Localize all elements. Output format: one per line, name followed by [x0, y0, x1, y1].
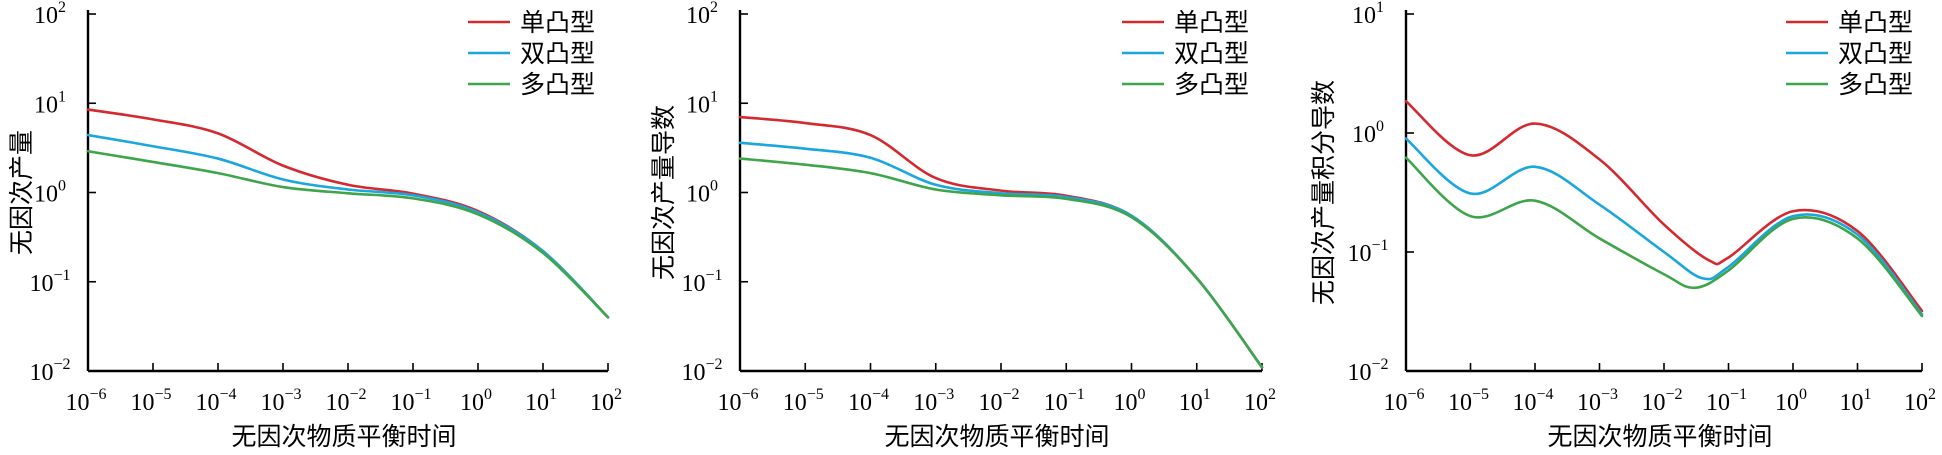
x-tick-label: 10−1: [1706, 386, 1747, 416]
x-axis-label: 无因次物质平衡时间: [884, 422, 1109, 451]
series-line-3: [738, 157, 1264, 369]
x-tick-label: 10−3: [260, 386, 301, 416]
legend-label: 单凸型: [1174, 8, 1249, 37]
series-line-2: [1404, 137, 1924, 316]
series-line-2: [86, 133, 610, 319]
series-line-2: [738, 141, 1264, 369]
x-axis-label: 无因次物质平衡时间: [1547, 422, 1772, 451]
series-line-3: [86, 149, 610, 319]
series-line-1: [738, 115, 1264, 369]
x-tick-label: 10−5: [130, 386, 171, 416]
x-tick-label: 10−5: [1448, 386, 1489, 416]
x-tick-label: 101: [525, 386, 557, 416]
x-tick-label: 10−6: [65, 386, 106, 416]
x-tick-label: 10−6: [717, 386, 758, 416]
series-line-3: [1404, 156, 1924, 318]
y-tick-label: 10−1: [29, 267, 70, 297]
legend-label: 双凸型: [520, 39, 595, 68]
x-tick-label: 10−2: [978, 386, 1019, 416]
y-tick-label: 10−2: [1347, 356, 1388, 386]
x-tick-label: 102: [1904, 386, 1936, 416]
legend-label: 单凸型: [1838, 8, 1913, 37]
y-tick-label: 10−2: [29, 356, 70, 386]
x-tick-label: 102: [1244, 386, 1276, 416]
y-axis-label: 无因次产量: [7, 130, 36, 255]
y-tick-label: 100: [1352, 118, 1384, 148]
y-tick-label: 102: [686, 0, 718, 29]
legend-label: 双凸型: [1838, 39, 1913, 68]
x-tick-label: 10−1: [1044, 386, 1085, 416]
series-line-1: [1404, 99, 1924, 313]
chart-panel-2: 10−6 10−5 10−4 10−3 10−2 10−1 100 101 102 10−2 10−…: [649, 0, 1276, 451]
x-tick-label: 10−4: [848, 386, 889, 416]
x-tick-label: 101: [1840, 386, 1872, 416]
x-tick-label: 10−4: [1512, 386, 1553, 416]
chart-panel-3: 10−6 10−5 10−4 10−3 10−2 10−1 100 101 102 10−2 10−…: [1309, 0, 1936, 451]
y-tick-label: 101: [34, 88, 66, 118]
y-tick-label: 101: [1352, 0, 1384, 29]
x-tick-label: 10−2: [325, 386, 366, 416]
y-axis-label: 无因次产量积分导数: [1309, 80, 1338, 305]
legend-label: 多凸型: [520, 70, 595, 99]
x-tick-label: 10−6: [1383, 386, 1424, 416]
y-tick-label: 10−1: [681, 267, 722, 297]
y-axis-label: 无因次产量导数: [649, 105, 678, 280]
x-tick-label: 10−1: [390, 386, 431, 416]
y-tick-label: 102: [34, 0, 66, 29]
x-tick-label: 10−3: [1577, 386, 1618, 416]
x-tick-label: 102: [590, 386, 622, 416]
legend-label: 多凸型: [1174, 70, 1249, 99]
legend-label: 多凸型: [1838, 70, 1913, 99]
y-tick-label: 100: [34, 178, 66, 208]
legend-label: 双凸型: [1174, 39, 1249, 68]
x-tick-label: 100: [1775, 386, 1807, 416]
y-tick-label: 10−2: [681, 356, 722, 386]
x-tick-label: 10−5: [783, 386, 824, 416]
x-tick-label: 10−4: [195, 386, 236, 416]
x-tick-label: 100: [1114, 386, 1146, 416]
legend-label: 单凸型: [520, 8, 595, 37]
y-tick-label: 100: [686, 178, 718, 208]
x-tick-label: 100: [460, 386, 492, 416]
y-tick-label: 101: [686, 88, 718, 118]
series-line-1: [86, 108, 610, 319]
y-tick-label: 10−1: [1347, 237, 1388, 267]
x-tick-label: 101: [1179, 386, 1211, 416]
x-axis-label: 无因次物质平衡时间: [231, 422, 456, 451]
x-tick-label: 10−2: [1641, 386, 1682, 416]
x-tick-label: 10−3: [913, 386, 954, 416]
chart-panel-1: 10−6 10−5 10−4 10−3 10−2 10−1 100 101 102 10−2 10−…: [7, 0, 622, 451]
